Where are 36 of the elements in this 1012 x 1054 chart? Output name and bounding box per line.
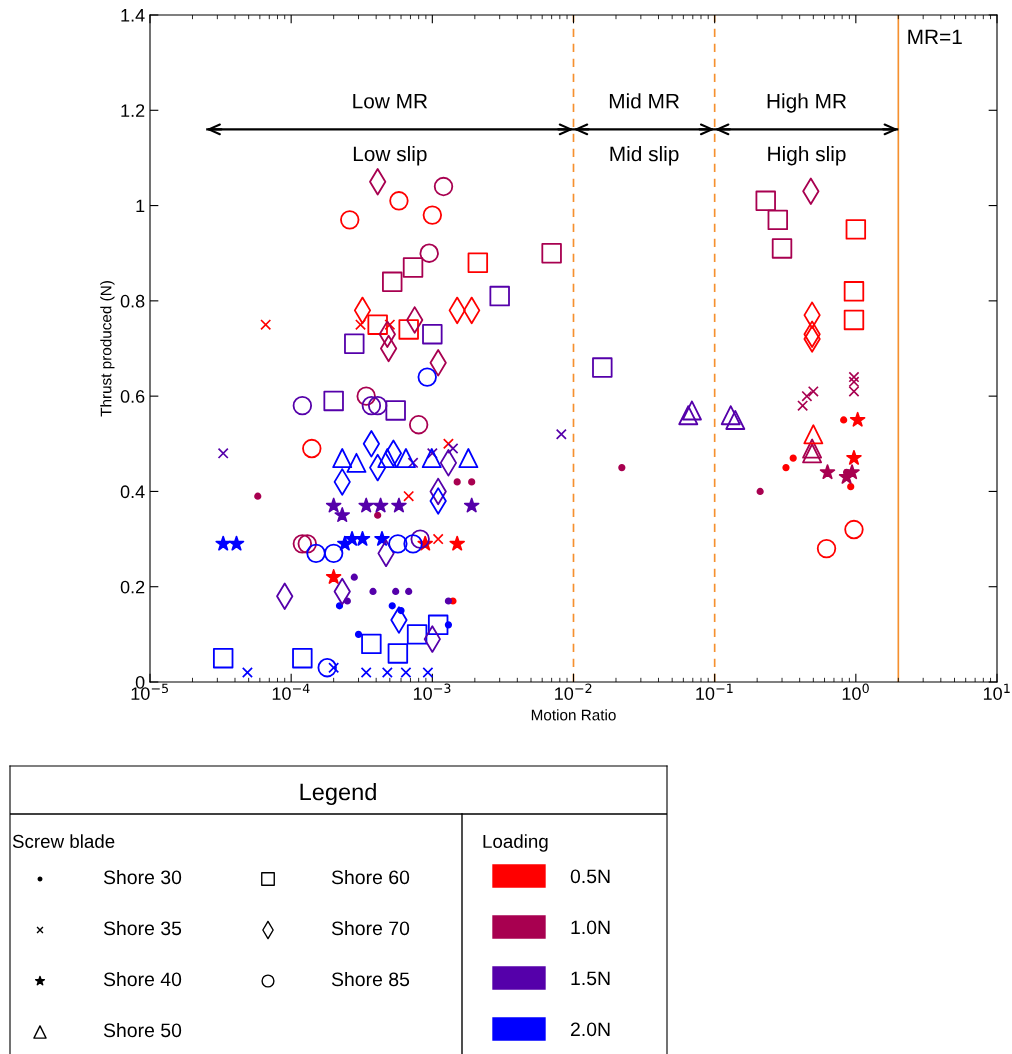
legend-label: Shore 60 [331,869,410,885]
legend-label: 0.5N [570,869,610,884]
x-tick-label: 10$^{0}$ [842,683,869,700]
x-tick-label: 10$^{−4}$ [272,683,310,700]
legend-label: Shore 70 [331,920,410,936]
legend-title: Legend [300,782,376,806]
y-tick-label: 1.4 [121,9,145,22]
annotation: MR=1 [908,29,962,44]
legend-label: Shore 85 [331,971,410,987]
y-tick-label: 0.6 [120,390,145,403]
x-tick-label: 10$^{−3}$ [413,683,451,700]
y-tick-label: 1.2 [121,104,145,117]
legend-label: 1.5N [571,971,610,986]
legend-label: 1.0N [571,920,610,935]
text: Screw blade [12,834,115,849]
legend-label: 2.0N [570,1022,610,1037]
annotation: Mid slip [610,146,679,166]
annotation: Mid MR [609,93,679,109]
x-tick-label: 10$^{−1}$ [696,683,733,700]
x-tick-label: 10$^{−2}$ [555,683,592,700]
x-tick-label: 10$^{1}$ [983,683,1010,700]
y-tick-label: 0.8 [120,294,145,308]
legend-label: Shore 35 [103,920,182,936]
annotation: Low slip [353,146,427,166]
legend-label: Shore 30 [103,869,182,885]
y-tick-label: 0.2 [120,580,145,594]
y-tick-label: 0.4 [120,485,145,499]
legend-label: Shore 50 [103,1022,182,1038]
x-axis-title: Motion Ratio [531,709,616,721]
y-tick-label: 1 [136,199,145,213]
annotation: High slip [768,146,846,166]
annotation: Low MR [353,94,428,109]
text: Loading [483,834,548,852]
legend-label: Shore 40 [103,971,182,987]
annotation: High MR [767,93,847,113]
y-axis-title: Thrust produced (N) [100,281,115,417]
